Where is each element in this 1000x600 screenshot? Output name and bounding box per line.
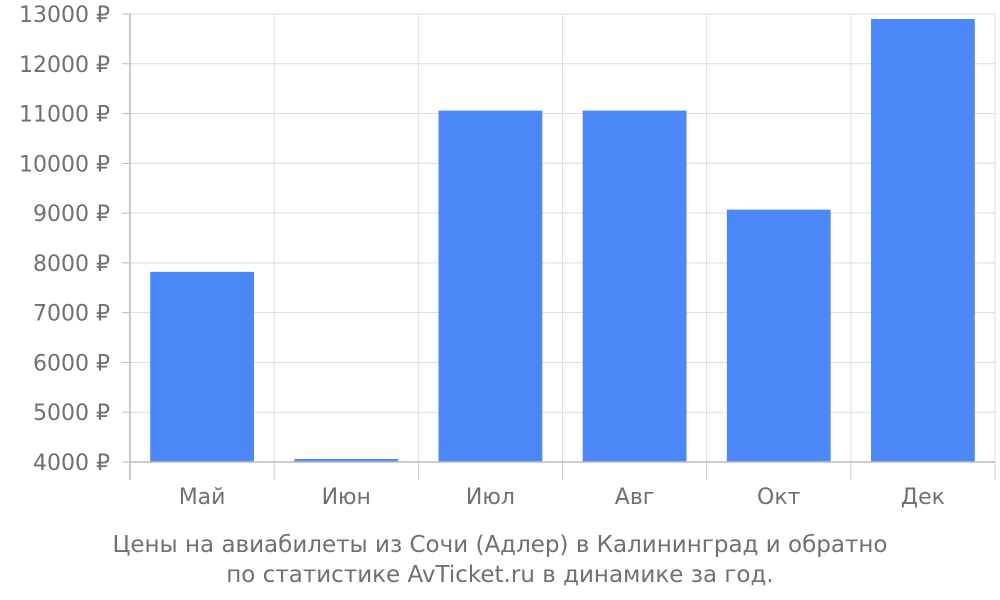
bar-chart: 4000 ₽ 5000 ₽ 6000 ₽ 7000 ₽ 8000 ₽ 9000 ₽ 1000… xyxy=(19,3,996,510)
bar xyxy=(150,271,254,462)
bar xyxy=(871,18,975,462)
y-tick-label: 11000 ₽ xyxy=(19,103,110,128)
x-tick-label: Дек xyxy=(901,485,945,510)
axes xyxy=(122,13,996,480)
x-tick-label: Июл xyxy=(466,485,515,510)
y-tick-label: 12000 ₽ xyxy=(19,53,110,78)
x-tick-label: Июн xyxy=(322,485,371,510)
x-tick-label: Май xyxy=(179,485,226,510)
y-tick-label: 8000 ₽ xyxy=(33,252,110,277)
bar xyxy=(438,110,543,463)
chart-caption-line-2: по статистике AvTicket.ru в динамике за … xyxy=(226,562,774,588)
bar xyxy=(726,209,831,462)
y-tick-label: 7000 ₽ xyxy=(33,302,110,327)
chart-caption-line-1: Цены на авиабилеты из Сочи (Адлер) в Кал… xyxy=(112,532,888,558)
bars xyxy=(150,18,975,463)
bar xyxy=(582,110,687,463)
y-tick-label: 10000 ₽ xyxy=(19,152,110,177)
y-axis-labels: 4000 ₽ 5000 ₽ 6000 ₽ 7000 ₽ 8000 ₽ 9000 ₽ 1000… xyxy=(19,3,110,476)
y-tick-label: 4000 ₽ xyxy=(33,451,110,476)
x-tick-label: Окт xyxy=(757,485,801,510)
y-tick-label: 9000 ₽ xyxy=(33,202,110,227)
x-axis-labels: Май Июн Июл Авг Окт Дек xyxy=(179,485,945,510)
y-tick-label: 13000 ₽ xyxy=(19,3,110,28)
x-tick-label: Авг xyxy=(615,485,655,510)
y-tick-label: 5000 ₽ xyxy=(33,401,110,426)
y-tick-label: 6000 ₽ xyxy=(33,351,110,376)
grid-lines xyxy=(130,13,996,463)
bar xyxy=(294,459,399,462)
